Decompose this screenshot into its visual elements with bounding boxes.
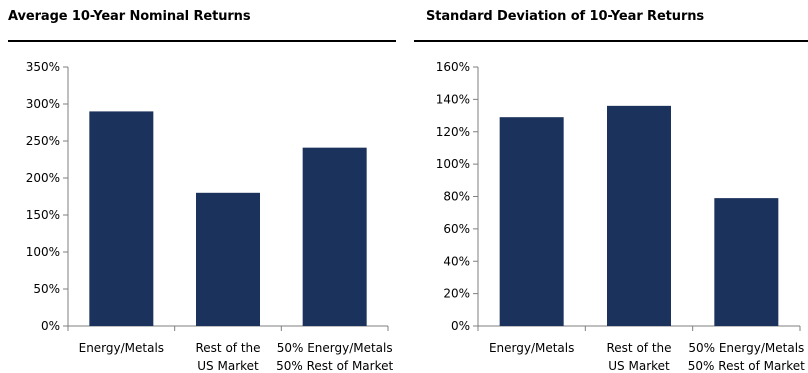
x-category-label: 50% Energy/Metals xyxy=(688,341,804,355)
bar xyxy=(714,198,779,326)
bar xyxy=(607,105,671,326)
y-tick-label: 0% xyxy=(451,319,470,333)
y-tick-label: 150% xyxy=(26,208,60,222)
returns-chart-panel: Average 10-Year Nominal Returns 0% 50% 100… xyxy=(8,9,396,373)
y-tick-label: 60% xyxy=(443,222,470,236)
bar xyxy=(499,117,564,327)
y-tick-label: 300% xyxy=(26,97,60,111)
y-tick-label: 0% xyxy=(41,319,60,333)
x-category-label: US Market xyxy=(197,359,259,373)
x-category-label: 50% Rest of Market xyxy=(276,359,393,373)
x-category-label: US Market xyxy=(608,359,670,373)
bar xyxy=(196,192,260,326)
chart-title: Average 10-Year Nominal Returns xyxy=(8,9,251,24)
x-category-label: 50% Rest of Market xyxy=(688,359,805,373)
bar xyxy=(302,147,367,326)
x-category-label: Energy/Metals xyxy=(489,341,574,355)
y-tick-label: 350% xyxy=(26,60,60,74)
y-tick-label: 140% xyxy=(436,92,470,106)
x-category-label: 50% Energy/Metals xyxy=(277,341,393,355)
x-category-label: Rest of the xyxy=(606,341,671,355)
y-tick-label: 100% xyxy=(26,245,60,259)
x-category-label: Rest of the xyxy=(195,341,260,355)
y-tick-label: 200% xyxy=(26,171,60,185)
y-tick-label: 120% xyxy=(436,125,470,139)
chart-title: Standard Deviation of 10-Year Returns xyxy=(426,9,705,24)
y-tick-label: 20% xyxy=(443,287,470,301)
y-tick-label: 40% xyxy=(443,254,470,268)
bar xyxy=(89,111,154,327)
y-tick-label: 80% xyxy=(443,190,470,204)
title-underline xyxy=(8,40,396,42)
title-underline xyxy=(414,40,808,42)
y-tick-label: 100% xyxy=(436,157,470,171)
std-dev-chart-panel: Standard Deviation of 10-Year Returns 0%… xyxy=(404,0,808,373)
x-category-label: Energy/Metals xyxy=(79,341,164,355)
returns-bar-chart: 0% 50% 100% 150% 200% 250% 300% 350% Energy/Meta… xyxy=(26,60,394,373)
y-tick-label: 50% xyxy=(33,282,60,296)
y-tick-label: 160% xyxy=(436,60,470,74)
std-dev-bar-chart: 0% 20% 40% 60% 80% 100% 120% 140% 160% Energy/Met… xyxy=(436,60,805,373)
y-tick-label: 250% xyxy=(26,134,60,148)
